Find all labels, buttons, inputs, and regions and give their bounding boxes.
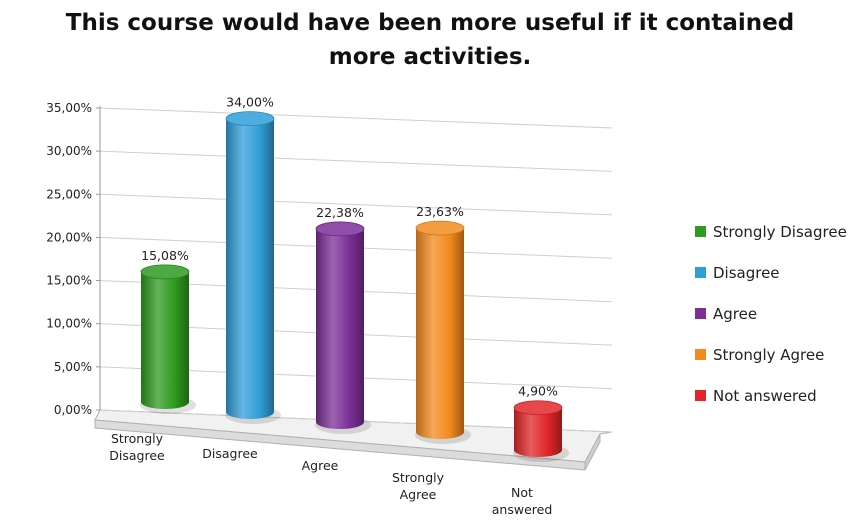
y-tick-label: 10,00% (46, 317, 92, 331)
bar-strongly-disagree (140, 264, 196, 414)
data-label: 4,90% (518, 384, 558, 399)
data-label: 22,38% (316, 205, 364, 220)
bar-agree (315, 221, 371, 434)
x-tick-label: Disagree (202, 446, 258, 461)
legend-label: Strongly Agree (713, 345, 825, 364)
legend-label: Agree (713, 304, 758, 323)
x-tick-label: Agree (302, 458, 339, 473)
data-label: 23,63% (416, 204, 464, 219)
bar-disagree (225, 111, 281, 424)
legend-swatch (695, 267, 706, 278)
legend-item: Agree (695, 304, 847, 323)
gridline (99, 107, 613, 129)
data-label: 34,00% (226, 95, 274, 110)
legend-item: Strongly Agree (695, 345, 847, 364)
y-tick-label: 15,00% (46, 274, 92, 288)
data-label: 15,08% (141, 248, 189, 263)
y-tick-label: 25,00% (46, 187, 92, 201)
legend-swatch (695, 349, 706, 360)
legend-swatch (695, 390, 706, 401)
legend: Strongly Disagree Disagree Agree Strongly A… (695, 222, 847, 429)
y-tick-label: 5,00% (54, 360, 92, 374)
legend-label: Strongly Disagree (713, 222, 847, 241)
gridline (99, 150, 613, 172)
legend-swatch (695, 308, 706, 319)
y-tick-label: 20,00% (46, 230, 92, 244)
legend-item: Not answered (695, 386, 847, 405)
legend-item: Strongly Disagree (695, 222, 847, 241)
legend-label: Not answered (713, 386, 817, 405)
chart-title: This course would have been more useful … (65, 10, 795, 70)
y-tick-label: 30,00% (46, 144, 92, 158)
legend-swatch (695, 226, 706, 237)
gridline (99, 193, 613, 216)
x-tick-label: Strongly Agree (392, 470, 445, 502)
legend-item: Disagree (695, 263, 847, 282)
x-tick-label: Not answered (492, 485, 553, 517)
bar-not-answered (513, 400, 569, 462)
y-tick-label: 0,00% (54, 403, 92, 417)
x-tick-label: Strongly Disagree (109, 431, 165, 463)
bar-strongly-agree (415, 220, 471, 444)
legend-label: Disagree (713, 263, 780, 282)
y-tick-label: 35,00% (46, 101, 92, 115)
